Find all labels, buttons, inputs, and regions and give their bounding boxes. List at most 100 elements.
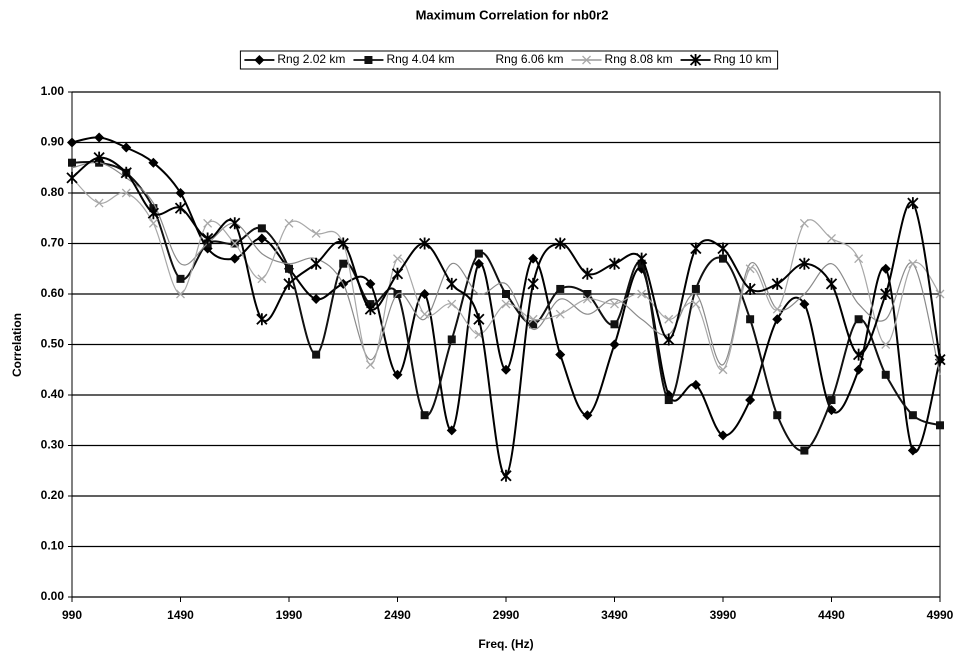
marker bbox=[609, 339, 620, 350]
marker bbox=[393, 254, 402, 264]
x-tick-label: 2490 bbox=[384, 608, 411, 622]
marker bbox=[663, 333, 675, 346]
marker bbox=[528, 253, 539, 264]
y-tick-label: 0.00 bbox=[41, 589, 65, 603]
marker bbox=[447, 299, 457, 309]
marker bbox=[691, 284, 700, 293]
marker bbox=[718, 430, 728, 441]
marker bbox=[473, 313, 485, 326]
marker bbox=[719, 254, 727, 263]
marker bbox=[880, 263, 891, 274]
marker bbox=[284, 218, 294, 228]
marker bbox=[907, 197, 919, 210]
x-axis-label: Freq. (Hz) bbox=[478, 637, 533, 651]
marker bbox=[175, 188, 186, 198]
marker bbox=[310, 257, 322, 270]
marker bbox=[529, 320, 538, 329]
series-line bbox=[71, 161, 941, 375]
marker bbox=[717, 242, 729, 255]
chart-title: Maximum Correlation for nb0r2 bbox=[416, 7, 609, 22]
marker bbox=[582, 55, 591, 65]
marker bbox=[174, 202, 187, 215]
marker bbox=[229, 217, 241, 230]
y-tick-label: 0.10 bbox=[41, 539, 65, 553]
marker bbox=[745, 395, 756, 406]
marker bbox=[637, 289, 647, 299]
marker bbox=[799, 299, 810, 310]
marker bbox=[771, 277, 783, 290]
marker bbox=[852, 348, 865, 361]
marker bbox=[93, 151, 105, 164]
y-tick-label: 1.00 bbox=[41, 84, 65, 98]
marker bbox=[420, 411, 429, 420]
marker bbox=[447, 335, 456, 344]
marker bbox=[582, 294, 592, 304]
marker bbox=[148, 218, 158, 228]
legend-label: Rng 2.02 km bbox=[277, 52, 345, 66]
marker bbox=[718, 365, 728, 375]
marker bbox=[744, 282, 756, 295]
marker bbox=[908, 259, 918, 269]
marker bbox=[94, 132, 105, 143]
marker bbox=[66, 171, 78, 184]
marker bbox=[854, 315, 863, 324]
x-tick-label: 3990 bbox=[710, 608, 737, 622]
marker bbox=[257, 274, 267, 284]
marker bbox=[501, 364, 511, 375]
marker bbox=[502, 290, 510, 298]
marker bbox=[474, 249, 483, 258]
marker bbox=[94, 198, 104, 208]
marker bbox=[147, 207, 160, 220]
marker bbox=[799, 218, 809, 228]
marker bbox=[68, 158, 76, 167]
y-tick-label: 0.60 bbox=[41, 286, 65, 300]
series-line bbox=[71, 136, 941, 454]
marker bbox=[201, 232, 214, 245]
marker bbox=[285, 264, 293, 273]
marker bbox=[256, 233, 267, 244]
y-tick-label: 0.80 bbox=[41, 185, 65, 199]
marker bbox=[203, 218, 213, 228]
x-tick-label: 2990 bbox=[493, 608, 520, 622]
marker bbox=[827, 233, 836, 243]
x-tick-label: 4990 bbox=[927, 608, 954, 622]
marker bbox=[554, 237, 566, 250]
marker bbox=[934, 353, 946, 366]
marker bbox=[256, 313, 268, 326]
marker bbox=[689, 54, 702, 66]
marker bbox=[419, 289, 430, 299]
marker bbox=[418, 237, 431, 250]
marker bbox=[908, 411, 917, 420]
marker bbox=[691, 299, 701, 309]
marker bbox=[121, 188, 131, 198]
marker bbox=[635, 252, 648, 265]
x-tick-label: 1990 bbox=[276, 608, 303, 622]
marker bbox=[364, 56, 373, 64]
marker bbox=[745, 264, 755, 274]
marker bbox=[257, 224, 266, 233]
marker bbox=[664, 314, 674, 324]
legend-label: Rng 6.06 km bbox=[495, 52, 563, 66]
marker bbox=[608, 257, 621, 270]
marker bbox=[420, 309, 430, 319]
marker bbox=[500, 469, 512, 482]
y-axis-label: Correlation bbox=[10, 313, 24, 377]
marker bbox=[230, 239, 240, 248]
marker bbox=[446, 425, 457, 436]
marker bbox=[664, 396, 673, 405]
marker bbox=[283, 277, 295, 290]
marker bbox=[854, 254, 864, 264]
marker bbox=[312, 350, 321, 359]
marker bbox=[365, 360, 375, 370]
marker bbox=[582, 410, 593, 421]
marker bbox=[610, 299, 619, 309]
marker bbox=[364, 303, 377, 316]
marker bbox=[446, 277, 458, 290]
marker bbox=[365, 278, 376, 289]
y-tick-label: 0.90 bbox=[41, 135, 65, 149]
marker bbox=[800, 446, 809, 455]
x-tick-label: 1490 bbox=[167, 608, 194, 622]
x-tick-label: 4490 bbox=[818, 608, 845, 622]
